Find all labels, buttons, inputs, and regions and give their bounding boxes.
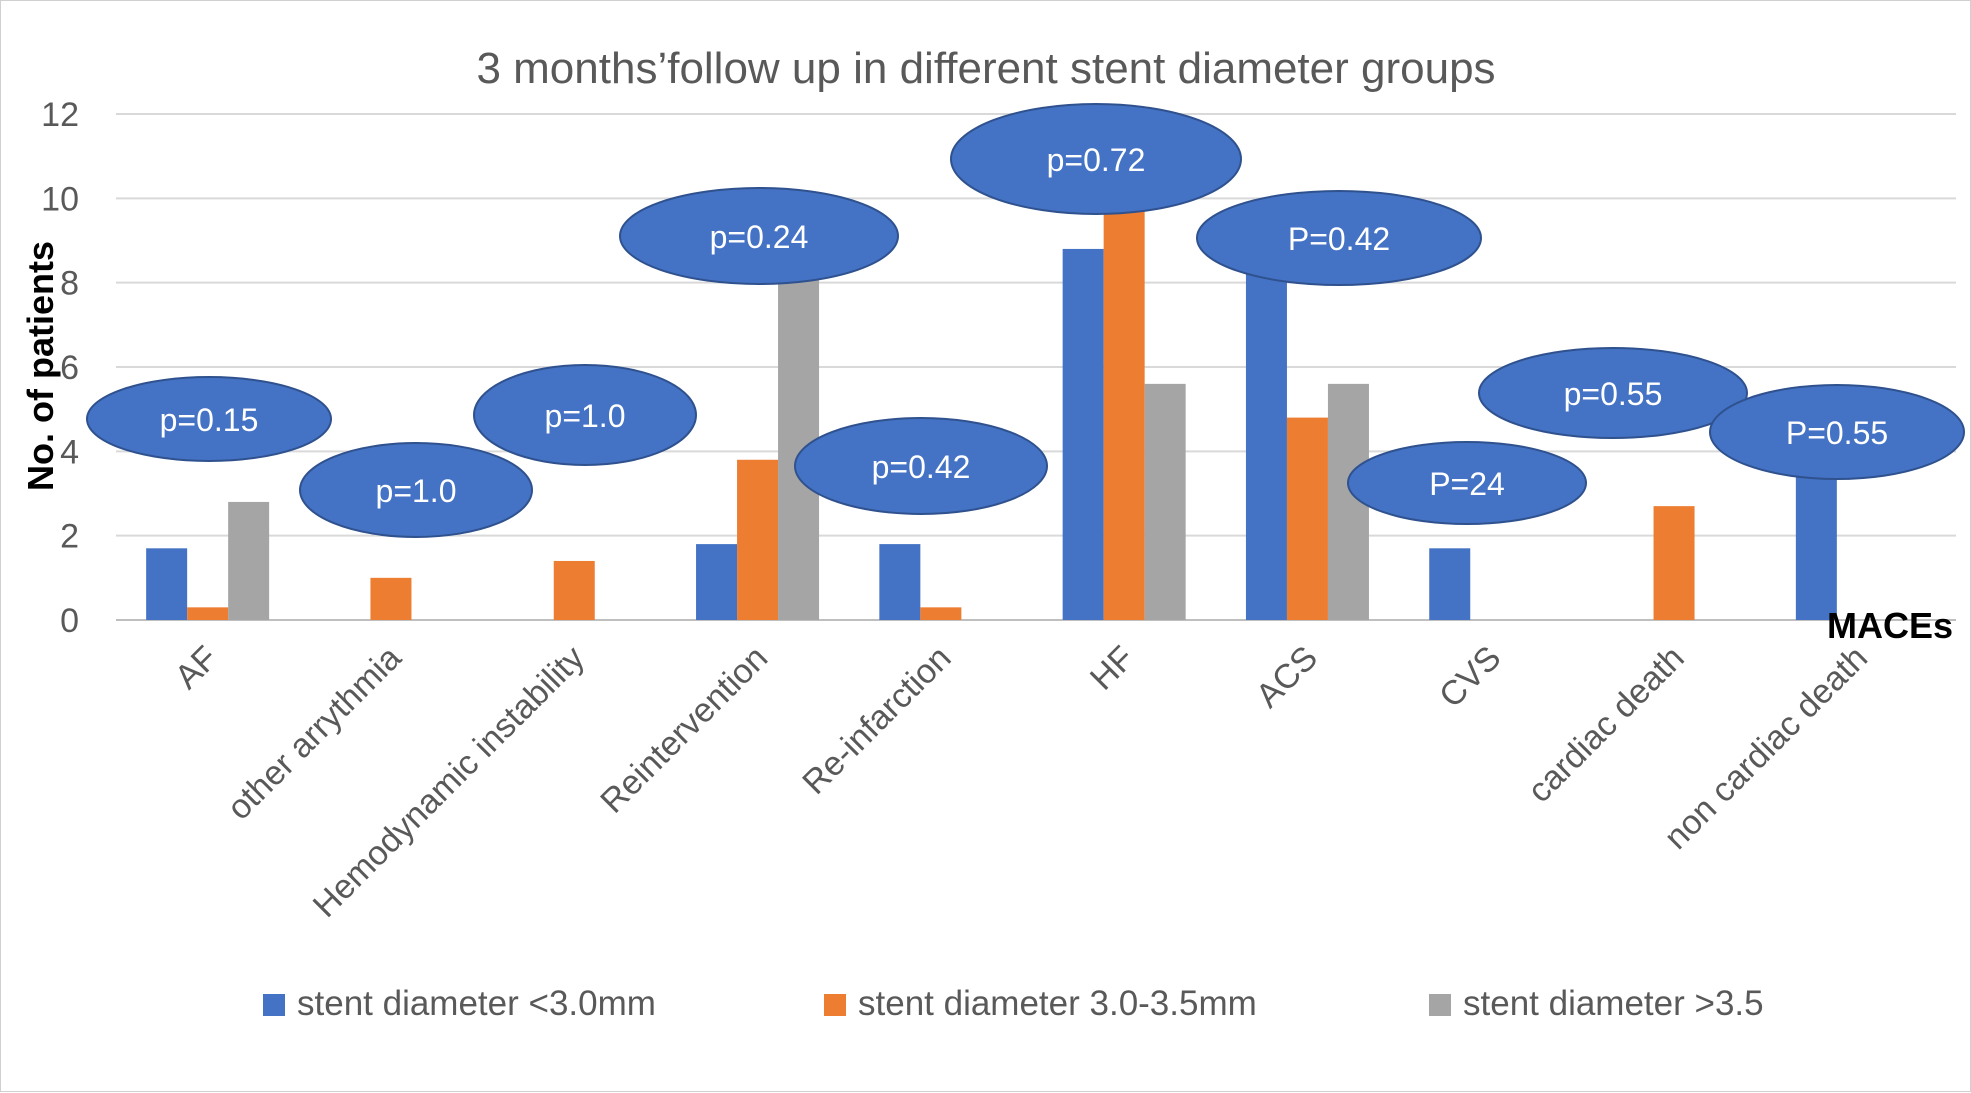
bar — [1144, 383, 1186, 620]
y-axis-label: No. of patients — [20, 241, 61, 491]
p-value-label: P=0.42 — [1288, 221, 1390, 257]
p-value-bubble — [1709, 384, 1965, 480]
p-value-bubble — [794, 417, 1048, 515]
p-value-label: p=1.0 — [545, 398, 626, 434]
y-tick-label: 0 — [60, 602, 79, 640]
legend-swatch — [1429, 994, 1451, 1016]
p-value-bubble — [1347, 441, 1587, 525]
y-tick-label: 2 — [60, 518, 79, 556]
x-tick-label: Reintervention — [593, 639, 775, 821]
p-value-bubble — [1196, 190, 1482, 286]
bar — [146, 548, 188, 620]
p-value-label: P=0.55 — [1786, 415, 1888, 451]
x-tick-label: cardiac death — [1520, 639, 1691, 810]
p-value-bubble — [950, 103, 1242, 215]
p-value-bubble — [473, 364, 697, 466]
y-tick-label: 12 — [41, 96, 79, 134]
bar — [1286, 417, 1328, 620]
bar — [1429, 548, 1471, 620]
p-value-bubble — [299, 442, 533, 538]
bar — [187, 607, 229, 620]
legend-label: stent diameter 3.0-3.5mm — [858, 984, 1257, 1023]
y-tick-label: 6 — [60, 349, 79, 387]
bar — [228, 501, 270, 620]
p-value-label: P=24 — [1429, 466, 1505, 502]
legend-label: stent diameter >3.5 — [1463, 984, 1764, 1023]
bar — [1245, 253, 1287, 620]
p-value-label: p=0.42 — [872, 449, 971, 485]
bar — [737, 459, 779, 620]
p-value-label: p=0.72 — [1047, 142, 1146, 178]
bar — [1062, 248, 1104, 620]
bar — [553, 560, 595, 620]
bar — [370, 577, 412, 620]
bar — [696, 544, 738, 620]
p-value-label: p=0.55 — [1564, 376, 1663, 412]
x-tick-label: other arrythmia — [220, 639, 409, 828]
x-tick-label: CVS — [1432, 639, 1508, 715]
y-tick-label: 8 — [60, 265, 79, 303]
legend-label: stent diameter <3.0mm — [297, 984, 656, 1023]
y-tick-label: 4 — [60, 433, 79, 471]
bar — [920, 607, 962, 620]
p-value-bubble — [619, 187, 899, 285]
bar — [1653, 506, 1695, 620]
bar — [879, 544, 921, 620]
x-axis-label: MACEs — [1827, 605, 1953, 646]
x-tick-label: HF — [1083, 639, 1142, 698]
chart-title: 3 months’follow up in different stent di… — [476, 44, 1495, 93]
p-value-bubble — [86, 376, 332, 462]
bar — [1103, 210, 1145, 620]
x-tick-label: non cardiac death — [1657, 639, 1875, 857]
p-value-label: p=1.0 — [376, 473, 457, 509]
x-tick-label: Re-infarction — [795, 639, 958, 802]
x-tick-label: AF — [168, 639, 226, 697]
x-tick-label: ACS — [1249, 639, 1325, 715]
legend-swatch — [824, 994, 846, 1016]
bar — [1795, 476, 1837, 620]
bars-layer — [146, 210, 1837, 620]
p-value-label: p=0.15 — [160, 402, 259, 438]
annotation-layer: p=0.15 p=1.0 p=1.0 p=0.24 p=0.42 p=0.72 P=0.42… — [86, 103, 1965, 538]
legend-swatch — [263, 994, 285, 1016]
p-value-label: p=0.24 — [710, 219, 809, 255]
p-value-bubble — [1478, 347, 1748, 439]
legend: stent diameter <3.0mm stent diameter 3.0-… — [263, 984, 1764, 1023]
y-tick-label: 10 — [41, 180, 79, 218]
